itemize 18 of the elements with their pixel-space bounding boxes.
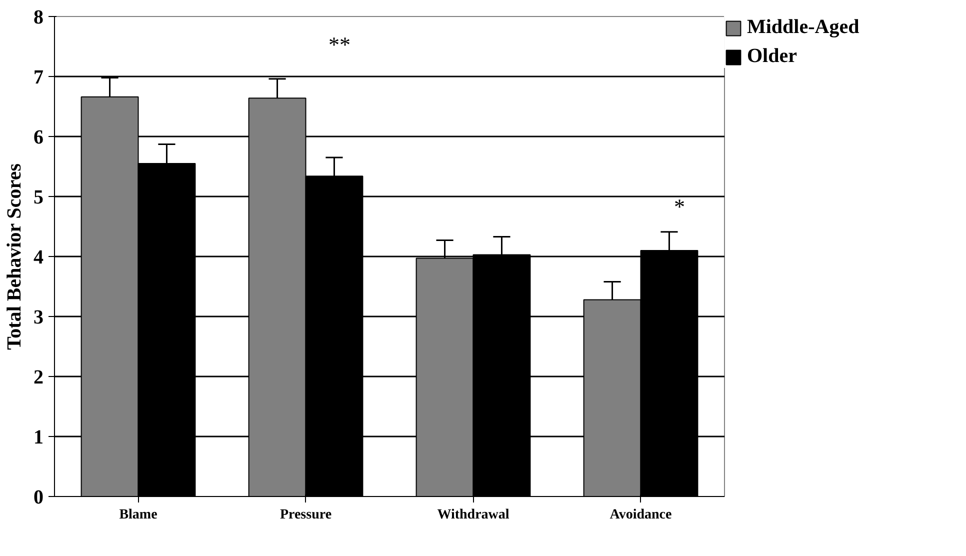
x-tick-label: Withdrawal <box>437 508 510 522</box>
y-tick-label: 3 <box>34 306 44 328</box>
x-tick-label: Avoidance <box>610 508 672 522</box>
y-tick-label: 7 <box>34 66 44 88</box>
y-tick-label: 6 <box>34 126 44 148</box>
legend-label: Older <box>747 45 797 68</box>
x-tick-label: Blame <box>119 508 158 522</box>
y-tick-label: 8 <box>34 6 44 28</box>
x-tick-label: Pressure <box>280 508 332 522</box>
y-tick-label: 1 <box>34 426 44 448</box>
y-tick-label: 2 <box>34 366 44 388</box>
y-tick-label: 0 <box>34 486 44 508</box>
annotation: ** <box>328 32 350 57</box>
annotation: * <box>674 194 685 219</box>
y-axis-title: Total Behavior Scores <box>4 163 26 350</box>
legend-label: Middle-Aged <box>747 16 860 39</box>
y-tick-label: 5 <box>34 186 44 208</box>
y-tick-label: 4 <box>34 246 44 268</box>
